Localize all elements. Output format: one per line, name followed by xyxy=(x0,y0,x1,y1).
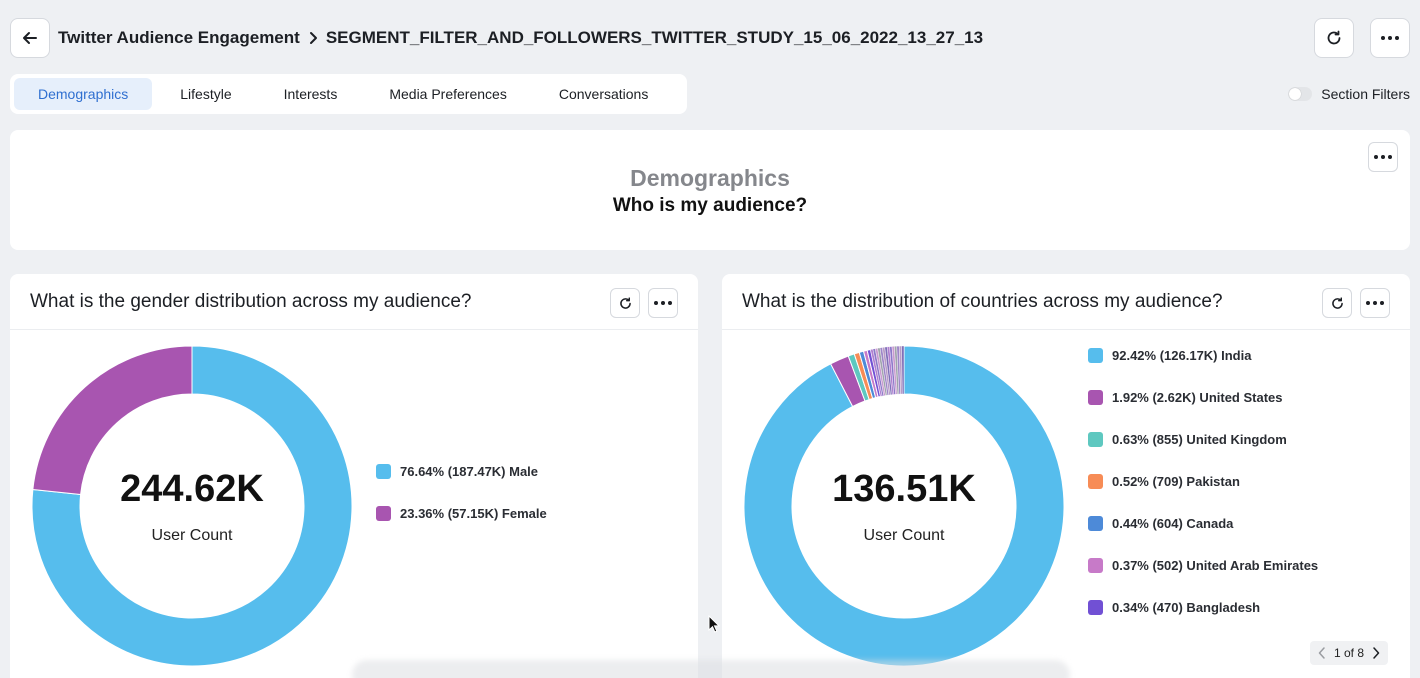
more-icon xyxy=(1374,155,1392,159)
chevron-right-icon[interactable] xyxy=(1372,647,1380,659)
donut-slice-male[interactable] xyxy=(31,345,353,667)
section-filters-toggle[interactable] xyxy=(1288,87,1313,101)
total-user-count: 244.62K xyxy=(120,468,264,510)
legend-label: 0.34% (470) Bangladesh xyxy=(1112,599,1261,615)
legend-item-male[interactable]: 76.64% (187.47K) Male xyxy=(376,450,547,492)
legend-label: 0.44% (604) Canada xyxy=(1112,515,1234,531)
refresh-icon xyxy=(1331,296,1343,309)
legend-label: 92.42% (126.17K) India xyxy=(1112,347,1252,363)
legend-swatch xyxy=(1088,431,1103,447)
legend-item-female[interactable]: 23.36% (57.15K) Female xyxy=(376,492,547,534)
arrow-left-icon xyxy=(23,32,37,44)
card-title: What is the gender distribution across m… xyxy=(30,291,472,312)
legend-item-bangladesh[interactable]: 0.34% (470) Bangladesh xyxy=(1088,586,1318,628)
breadcrumb: Twitter Audience Engagement SEGMENT_FILT… xyxy=(58,28,983,48)
gender-card: What is the gender distribution across m… xyxy=(10,274,698,678)
legend-swatch xyxy=(1088,347,1103,363)
chevron-right-icon xyxy=(308,31,318,45)
legend-item-pakistan[interactable]: 0.52% (709) Pakistan xyxy=(1088,460,1318,502)
tab-interests[interactable]: Interests xyxy=(283,86,338,102)
legend-swatch xyxy=(376,505,391,521)
country-card: What is the distribution of countries ac… xyxy=(722,274,1410,678)
donut-slice-india[interactable] xyxy=(743,345,1065,667)
legend-label: 0.52% (709) Pakistan xyxy=(1112,473,1240,489)
card-more-button[interactable] xyxy=(1360,288,1390,318)
total-label: User Count xyxy=(863,527,945,544)
total-user-count: 136.51K xyxy=(832,468,976,510)
legend-pager: 1 of 8 xyxy=(1310,641,1388,665)
donut-slice-other[interactable] xyxy=(901,345,905,395)
country-legend: 92.42% (126.17K) India 1.92% (2.62K) Unit… xyxy=(1088,334,1318,628)
section-more-button[interactable] xyxy=(1368,142,1398,172)
legend-item-united-kingdom[interactable]: 0.63% (855) United Kingdom xyxy=(1088,418,1318,460)
legend-label: 0.37% (502) United Arab Emirates xyxy=(1112,557,1319,573)
mouse-cursor-icon xyxy=(708,615,720,633)
report-title[interactable]: Twitter Audience Engagement xyxy=(58,28,300,47)
legend-label: 1.92% (2.62K) United States xyxy=(1112,389,1283,405)
legend-swatch xyxy=(1088,389,1103,405)
more-icon xyxy=(654,301,672,305)
legend-item-united-states[interactable]: 1.92% (2.62K) United States xyxy=(1088,376,1318,418)
card-refresh-button[interactable] xyxy=(610,288,640,318)
donut-slice-female[interactable] xyxy=(32,345,193,496)
section-title: Demographics xyxy=(630,165,790,191)
legend-swatch xyxy=(1088,515,1103,531)
card-header: What is the gender distribution across m… xyxy=(10,274,698,330)
legend-label: 0.63% (855) United Kingdom xyxy=(1112,431,1287,447)
refresh-icon xyxy=(619,296,631,309)
more-options-button[interactable] xyxy=(1370,18,1410,58)
gender-legend: 76.64% (187.47K) Male 23.36% (57.15K) Fem… xyxy=(376,450,547,534)
more-icon xyxy=(1381,36,1399,40)
pager-label: 1 of 8 xyxy=(1333,646,1365,660)
back-button[interactable] xyxy=(10,18,50,58)
section-question: Who is my audience? xyxy=(612,195,808,216)
card-header: What is the distribution of countries ac… xyxy=(722,274,1410,330)
donut-center: 136.51K User Count xyxy=(804,468,1004,545)
tab-media-preferences[interactable]: Media Preferences xyxy=(389,86,507,102)
legend-swatch xyxy=(1088,557,1103,573)
tab-demographics[interactable]: Demographics xyxy=(14,78,153,110)
legend-label: 23.36% (57.15K) Female xyxy=(400,505,547,521)
legend-swatch xyxy=(1088,599,1103,615)
legend-item-united-arab-emirates[interactable]: 0.37% (502) United Arab Emirates xyxy=(1088,544,1318,586)
card-refresh-button[interactable] xyxy=(1322,288,1352,318)
section-filters-label: Section Filters xyxy=(1321,86,1410,102)
more-icon xyxy=(1366,301,1384,305)
refresh-icon xyxy=(1327,30,1341,45)
card-more-button[interactable] xyxy=(648,288,678,318)
card-title: What is the distribution of countries ac… xyxy=(742,291,1223,312)
total-label: User Count xyxy=(151,527,233,544)
section-header: Demographics Who is my audience? xyxy=(10,130,1410,250)
legend-item-canada[interactable]: 0.44% (604) Canada xyxy=(1088,502,1318,544)
tab-conversations[interactable]: Conversations xyxy=(558,86,649,102)
country-donut-chart[interactable] xyxy=(734,336,1074,676)
legend-swatch xyxy=(1088,473,1103,489)
gender-donut-chart[interactable] xyxy=(22,336,362,676)
section-filters: Section Filters xyxy=(1288,86,1410,102)
scroll-overlay xyxy=(352,660,1070,678)
segment-name: SEGMENT_FILTER_AND_FOLLOWERS_TWITTER_STU… xyxy=(325,28,984,47)
tab-lifestyle[interactable]: Lifestyle xyxy=(180,86,232,102)
refresh-button[interactable] xyxy=(1314,18,1354,58)
legend-item-india[interactable]: 92.42% (126.17K) India xyxy=(1088,334,1318,376)
legend-label: 76.64% (187.47K) Male xyxy=(400,463,539,479)
chevron-left-icon[interactable] xyxy=(1318,647,1326,659)
tab-bar: Demographics Lifestyle Interests Media P… xyxy=(10,74,687,114)
donut-center: 244.62K User Count xyxy=(92,468,292,545)
legend-swatch xyxy=(376,463,391,479)
